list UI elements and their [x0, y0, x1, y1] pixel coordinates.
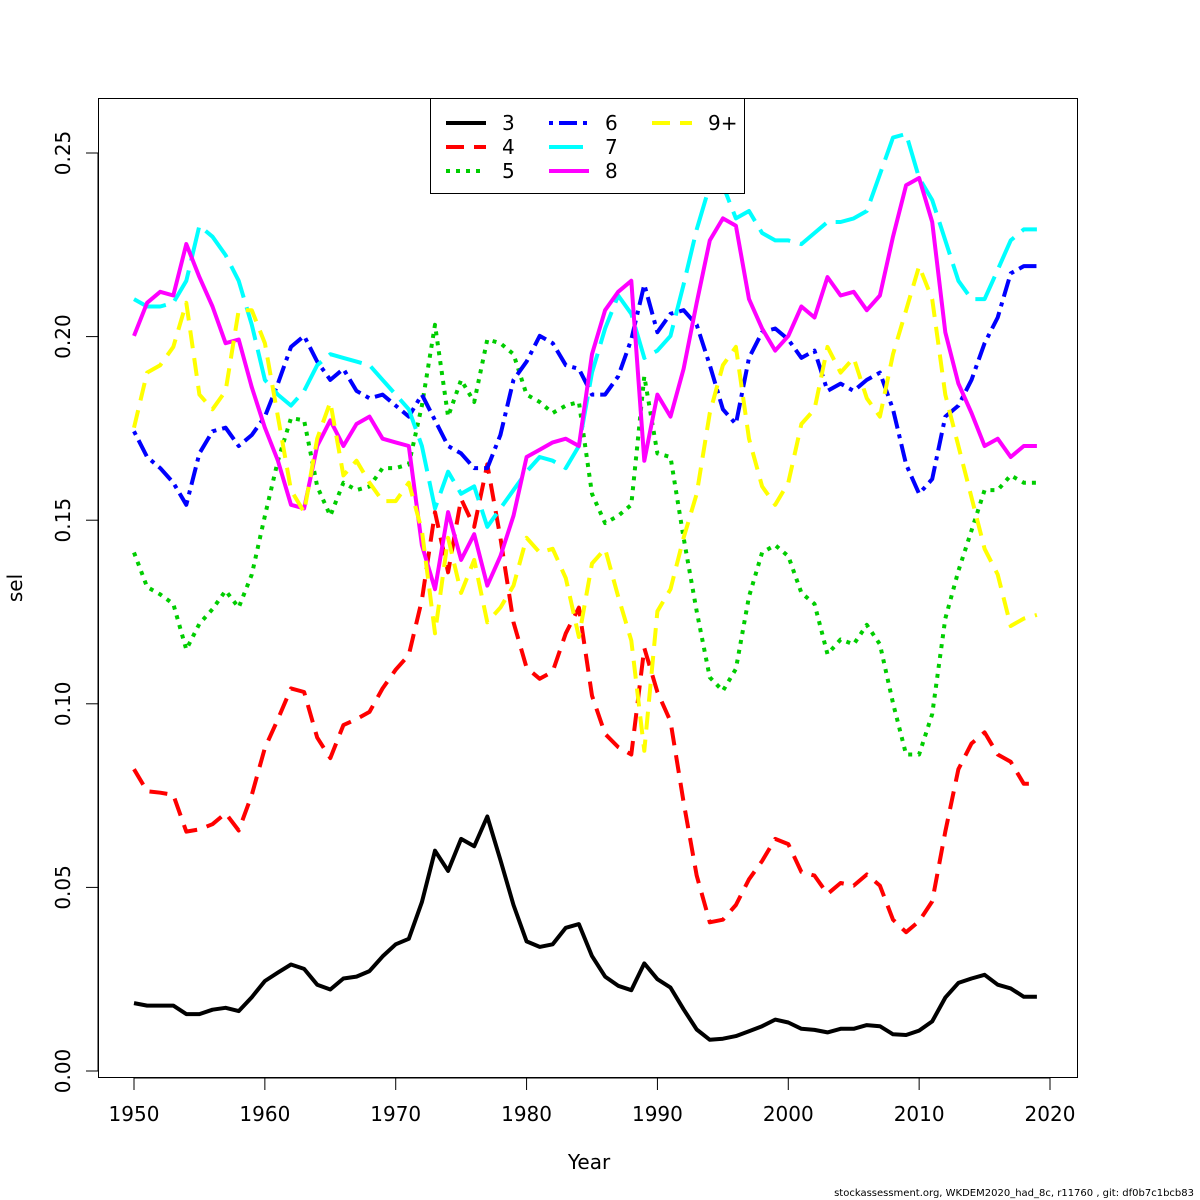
- legend: 345 678 9+: [430, 98, 745, 194]
- y-tick-label: 0.15: [51, 498, 75, 543]
- x-tick-label: 1990: [632, 1102, 683, 1126]
- x-tick-label: 1950: [109, 1102, 160, 1126]
- x-tick-label: 1970: [370, 1102, 421, 1126]
- axes-layer: 1950 1960 1970 1980 1990 2000 2010 2020 0.00 0.05…: [51, 131, 1075, 1126]
- legend-label: 4: [502, 135, 515, 159]
- legend-label: 5: [502, 159, 515, 183]
- x-tick-label: 2020: [1025, 1102, 1076, 1126]
- y-tick-label: 0.10: [51, 682, 75, 727]
- y-tick-label: 0.20: [51, 314, 75, 359]
- x-tick-label: 1960: [239, 1102, 290, 1126]
- series-line-5: [132, 322, 1037, 757]
- legend-label: 7: [605, 135, 618, 159]
- series-line-3: [133, 814, 1037, 1042]
- legend-label: 3: [502, 111, 515, 135]
- x-tick-label: 2000: [763, 1102, 814, 1126]
- y-tick-label: 0.05: [51, 865, 75, 910]
- y-axis-label: sel: [3, 574, 27, 602]
- x-tick-label: 1980: [501, 1102, 552, 1126]
- y-tick-label: 0.25: [51, 131, 75, 176]
- x-tick-label: 2010: [894, 1102, 945, 1126]
- legend-label: 9+: [708, 111, 737, 135]
- footer-credit: stockassessment.org, WKDEM2020_had_8c, r…: [834, 1188, 1194, 1199]
- series-line-4: [132, 462, 1037, 935]
- series-line-9plus: [132, 264, 1038, 753]
- series-layer: [132, 131, 1038, 1042]
- series-line-8: [132, 176, 1037, 592]
- x-axis-label: Year: [567, 1150, 611, 1174]
- y-tick-label: 0.00: [51, 1049, 75, 1094]
- legend-label: 6: [605, 111, 618, 135]
- legend-label: 8: [605, 159, 618, 183]
